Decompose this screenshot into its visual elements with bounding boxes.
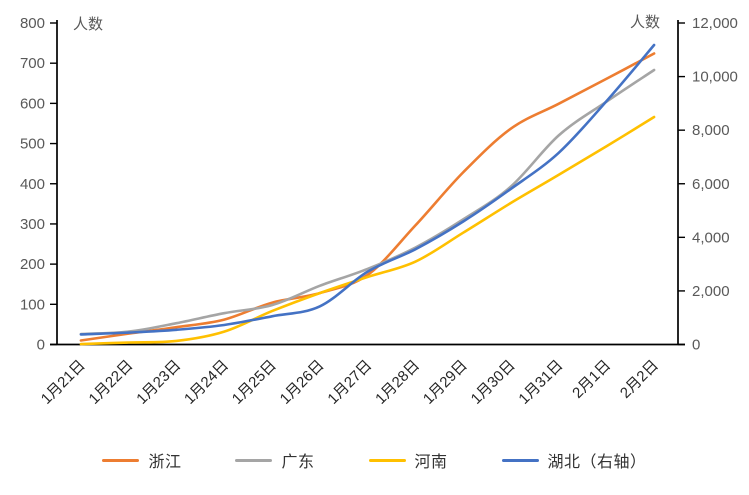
y-axis-left-tick-label: 500	[20, 136, 45, 153]
x-axis-label: 1月28日	[372, 357, 423, 408]
legend-item-zhejiang: 浙江	[102, 448, 181, 472]
legend-swatch-zhejiang-line	[102, 458, 140, 462]
legend-swatch-hubei-line	[501, 458, 539, 462]
legend: 浙江 广东 河南 湖北（右轴）	[0, 448, 749, 472]
x-axis-label: 1月26日	[277, 357, 328, 408]
left-axis-title: 人数	[73, 16, 103, 33]
y-axis-right-tick-label: 8,000	[692, 122, 730, 139]
y-axis-left-tick-label: 800	[20, 15, 45, 32]
x-axis-label: 1月21日	[38, 357, 89, 408]
legend-item-guangdong: 广东	[235, 448, 314, 472]
legend-item-hubei: 湖北（右轴）	[501, 448, 647, 472]
y-axis-left-tick-label: 700	[20, 55, 45, 72]
y-axis-left-tick-label: 600	[20, 95, 45, 112]
series-line-hubei	[79, 43, 656, 336]
y-axis-right-tick-label: 0	[692, 337, 700, 354]
y-axis-left-tick-label: 300	[20, 216, 45, 233]
axes	[50, 20, 685, 346]
y-axis-left-tick-label: 0	[37, 337, 45, 354]
x-axis-label: 1月25日	[229, 357, 280, 408]
y-axis-left-tick-label: 400	[20, 176, 45, 193]
y-axis-right-tick-label: 4,000	[692, 229, 730, 246]
series-line-guangdong	[79, 68, 656, 336]
right-axis-title: 人数	[630, 14, 660, 31]
y-axis-left-tick-label: 100	[20, 296, 45, 313]
y-axis-right-tick-label: 10,000	[692, 69, 738, 86]
y-axis-right-tick-label: 6,000	[692, 176, 730, 193]
legend-swatch-guangdong-line	[235, 458, 273, 462]
series-lines	[79, 43, 656, 346]
x-axis-label: 1月29日	[420, 357, 471, 408]
x-axis-label: 1月23日	[133, 357, 184, 408]
legend-label-zhejiang: 浙江	[148, 454, 182, 471]
y-axis-right-tick-label: 12,000	[692, 15, 738, 32]
legend-label-guangdong: 广东	[281, 454, 315, 471]
x-axis-label: 1月24日	[181, 357, 232, 408]
x-axis-label: 1月30日	[468, 357, 519, 408]
x-axis-label: 1月31日	[515, 357, 566, 408]
series-line-zhejiang	[79, 52, 656, 342]
y-axis-left-tick-label: 200	[20, 256, 45, 273]
series-line-henan	[79, 115, 656, 346]
y-axis-right-tick-label: 2,000	[692, 283, 730, 300]
legend-label-hubei: 湖北（右轴）	[547, 454, 647, 471]
line-chart-canvas: 0 100 200 300 400 500 600 700 800 0 2,000 4,000 6,00…	[20, 14, 738, 408]
x-axis-label: 2月1日	[569, 357, 614, 402]
legend-item-henan: 河南	[368, 448, 448, 472]
legend-label-henan: 河南	[414, 454, 448, 471]
legend-swatch-henan-line	[368, 458, 406, 462]
x-axis-label: 1月22日	[86, 357, 137, 408]
x-axis-label: 2月2日	[617, 357, 662, 402]
x-axis-label: 1月27日	[324, 357, 375, 408]
